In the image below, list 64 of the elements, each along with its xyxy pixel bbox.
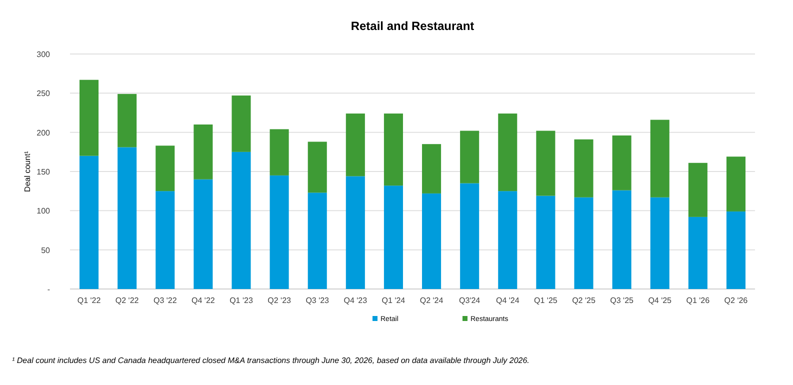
bar xyxy=(650,120,670,198)
bar xyxy=(422,144,442,194)
bar xyxy=(650,197,670,289)
y-tick-label: 100 xyxy=(36,206,51,216)
x-tick-label: Q3 '25 xyxy=(610,296,634,305)
x-tick-label: Q2 '25 xyxy=(572,296,596,305)
x-tick-label: Q3 '22 xyxy=(153,296,178,305)
x-tick-label: Q4 '22 xyxy=(192,296,216,305)
chart-title: Retail and Restaurant xyxy=(350,19,474,33)
x-tick-label: Q4 '23 xyxy=(344,296,368,305)
x-tick-label: Q1 '26 xyxy=(686,296,710,305)
y-axis-title: Deal count¹ xyxy=(23,150,32,192)
text: ¹ Deal count includes US and Canada headquartered closed M&A transactions through June 30, 2026, based on data available through July 2026. xyxy=(12,356,530,365)
bar xyxy=(536,130,556,196)
x-tick-label: Q3'24 xyxy=(459,296,481,305)
bar xyxy=(498,114,518,192)
x-tick-label: Q2 '26 xyxy=(724,296,748,305)
bar xyxy=(118,147,137,289)
bar xyxy=(346,114,365,176)
y-tick-label: 50 xyxy=(41,246,51,255)
bar xyxy=(460,183,480,289)
y-tick-label: 200 xyxy=(36,128,51,138)
bar xyxy=(194,179,213,289)
bar xyxy=(422,193,442,289)
x-tick-label: Q1 '24 xyxy=(382,296,406,305)
x-tick-label: Q1 '22 xyxy=(77,296,102,305)
bar xyxy=(384,114,403,186)
bar xyxy=(232,152,251,289)
bar xyxy=(270,129,289,176)
x-tick-label: Q4 '24 xyxy=(496,296,520,305)
bar xyxy=(194,124,213,180)
bar xyxy=(80,156,99,289)
bar xyxy=(232,96,251,152)
y-tick-label: 250 xyxy=(36,89,51,98)
bar xyxy=(80,80,99,156)
bar xyxy=(574,197,594,289)
x-tick-label: Q1 '25 xyxy=(534,296,558,305)
x-tick-label: Q1 '23 xyxy=(230,296,254,305)
bar xyxy=(688,216,708,289)
bar xyxy=(156,146,175,192)
bar xyxy=(346,176,365,289)
x-tick-label: Q2 '22 xyxy=(115,296,140,305)
bar xyxy=(688,162,708,217)
bar xyxy=(118,94,137,148)
bar xyxy=(498,191,518,289)
bar xyxy=(726,211,746,289)
bar xyxy=(612,190,632,289)
x-tick-label: Q2 '24 xyxy=(420,296,444,305)
y-tick-label: 300 xyxy=(36,50,51,59)
bar xyxy=(460,130,480,184)
bar xyxy=(574,139,594,198)
bar xyxy=(384,186,403,289)
bar xyxy=(536,196,556,289)
bar xyxy=(270,175,289,289)
bar xyxy=(726,156,746,212)
bar xyxy=(156,191,175,289)
bar xyxy=(308,142,327,193)
x-tick-label: Q2 '23 xyxy=(268,296,292,305)
y-tick-label: - xyxy=(47,285,50,294)
x-tick-label: Q3 '23 xyxy=(306,296,330,305)
x-tick-label: Q4 '25 xyxy=(648,296,672,305)
bar xyxy=(612,135,632,190)
bar xyxy=(308,192,327,289)
y-tick-label: 150 xyxy=(36,168,51,176)
